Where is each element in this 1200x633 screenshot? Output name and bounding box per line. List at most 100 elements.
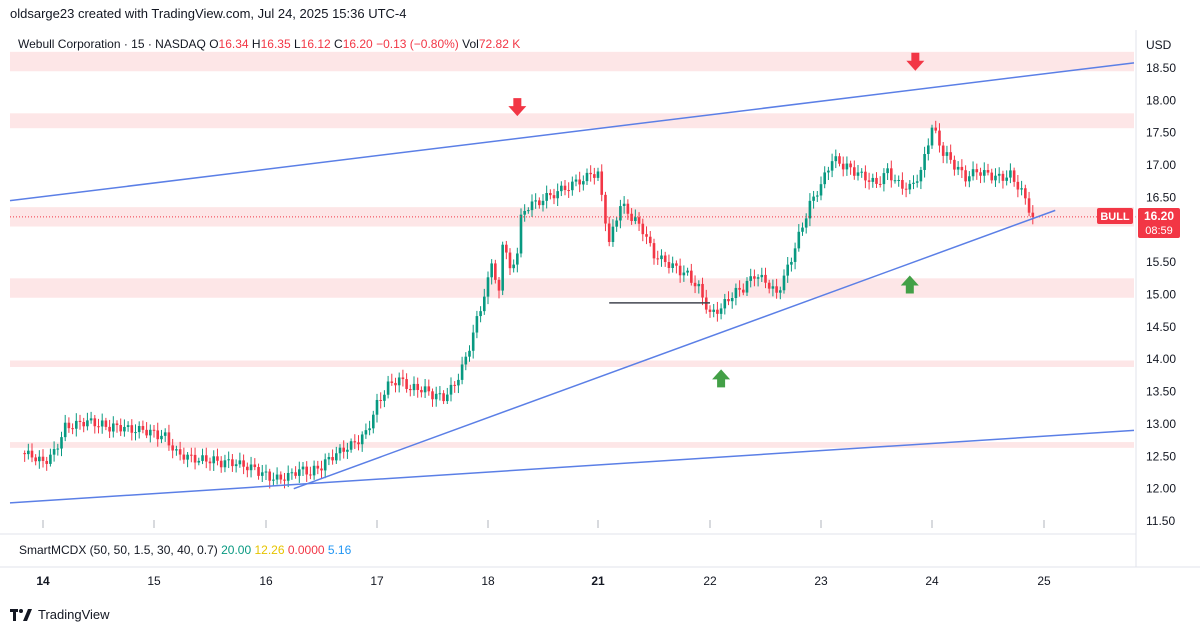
candle-body [875, 177, 878, 184]
candle-body [1012, 170, 1016, 182]
symbol-legend: Webull Corporation · 15 · NASDAQ O16.34 … [18, 37, 520, 51]
candle-body [268, 471, 271, 481]
candle-body [30, 450, 34, 458]
y-tick-label: 15.50 [1146, 255, 1176, 269]
candle-body [475, 316, 479, 333]
candle-body [93, 418, 97, 427]
arrow-up-icon[interactable] [712, 369, 731, 388]
candle-body [275, 474, 279, 480]
candle-body [552, 195, 556, 199]
x-tick-label: 24 [925, 574, 939, 588]
candle-body [360, 434, 364, 445]
indicator-legend[interactable]: SmartMCDX (50, 50, 1.5, 30, 40, 0.7) 20.… [19, 543, 351, 557]
candle-body [357, 442, 360, 445]
y-tick-label: 14.50 [1146, 320, 1176, 334]
candle-body [648, 236, 652, 244]
candle-body [416, 383, 419, 390]
trendline[interactable] [9, 62, 1135, 202]
x-tick-label: 17 [370, 574, 384, 588]
candle-body [208, 461, 212, 464]
candle-body [175, 449, 178, 451]
candle-body [397, 377, 401, 386]
candle-body [637, 217, 641, 224]
candle-body [886, 168, 889, 174]
high-value: 16.35 [260, 37, 291, 51]
trendline[interactable] [293, 209, 1056, 490]
candle-body [283, 479, 286, 481]
candle-body [994, 175, 997, 181]
currency-label[interactable]: USD [1146, 38, 1172, 52]
sr-zone[interactable] [10, 278, 1134, 298]
candle-body [941, 145, 945, 156]
candle-body [123, 426, 126, 432]
candle-body [923, 154, 926, 170]
candle-body [137, 426, 141, 433]
candle-body [483, 296, 486, 312]
indicator-value-1: 20.00 [221, 543, 252, 557]
candle-body [1016, 181, 1020, 190]
candle-body [309, 474, 312, 476]
open-value: 16.34 [218, 37, 249, 51]
candle-body [49, 454, 52, 464]
x-tick-label: 16 [259, 574, 273, 588]
candle-body [1005, 177, 1008, 181]
indicator-value-4: 5.16 [327, 543, 352, 557]
trendline[interactable] [9, 429, 1135, 504]
price-tag-text: 16.20 [1144, 209, 1174, 223]
candle-body [115, 423, 119, 426]
indicator-value-3: 0.0000 [287, 543, 325, 557]
candle-body [567, 190, 570, 192]
candle-body [708, 309, 712, 312]
change-value: −0.13 (−0.80%) [376, 37, 459, 51]
price-tag: BULL 16.20 08:59 [1097, 208, 1180, 238]
candle-body [264, 471, 268, 473]
arrow-down-icon[interactable] [508, 98, 527, 117]
x-tick-label: 21 [591, 574, 605, 588]
candle-body [372, 414, 375, 429]
candle-body [949, 152, 952, 160]
candle-body [312, 465, 316, 476]
sr-zone[interactable] [10, 113, 1134, 129]
candle-body [549, 193, 552, 196]
candle-body [141, 426, 145, 430]
candle-body [671, 263, 674, 268]
candle-body [915, 181, 919, 183]
candle-body [134, 432, 137, 434]
candle-body [964, 170, 967, 182]
sr-zone[interactable] [10, 442, 1134, 448]
ticker-tag-bg [1097, 208, 1133, 224]
candle-body [1027, 198, 1031, 213]
candle-body [34, 457, 37, 462]
candle-body [323, 459, 327, 471]
arrow-down-icon[interactable] [906, 52, 925, 71]
sr-zone[interactable] [10, 360, 1134, 367]
candle-body [219, 460, 223, 468]
tradingview-brand[interactable]: TradingView [10, 607, 110, 622]
sr-zone[interactable] [10, 51, 1134, 72]
candle-body [479, 311, 482, 317]
candle-body [431, 391, 434, 400]
candle-body [1020, 188, 1023, 190]
candle-body [1001, 173, 1005, 181]
y-tick-label: 13.50 [1146, 385, 1176, 399]
candle-body [56, 448, 60, 450]
candle-body [512, 264, 515, 269]
arrow-up-icon[interactable] [900, 275, 919, 294]
candle-body [460, 364, 464, 380]
candle-body [468, 350, 471, 357]
candle-body [427, 386, 431, 392]
candle-body [453, 384, 456, 386]
candle-body [156, 430, 160, 440]
candle-body [86, 420, 89, 427]
candle-body [182, 454, 186, 460]
candle-body [420, 389, 423, 393]
candle-body [149, 429, 152, 436]
candle-body [257, 467, 260, 476]
candle-body [622, 203, 626, 207]
y-tick-label: 12.00 [1146, 482, 1176, 496]
candle-body [571, 181, 574, 191]
candle-body [45, 460, 48, 464]
symbol-name[interactable]: Webull Corporation · 15 · NASDAQ [18, 37, 206, 51]
candle-body [145, 429, 148, 436]
